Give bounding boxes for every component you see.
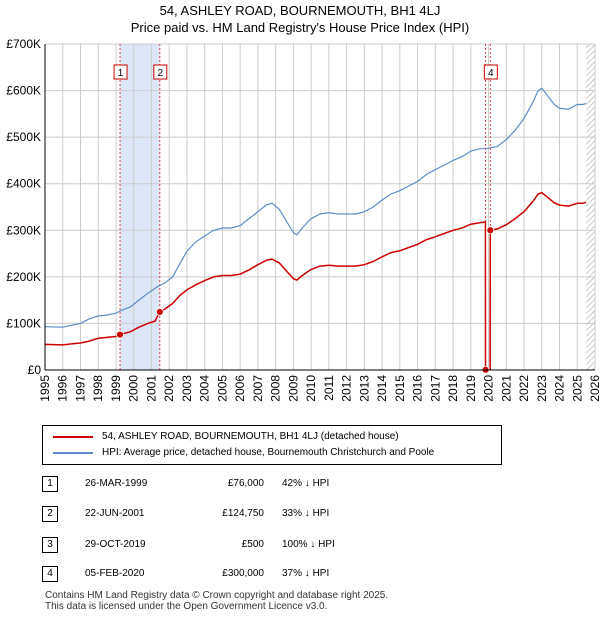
- sale-date: 26-MAR-1999: [85, 478, 148, 489]
- axis-layer: £0 £100K £200K £300K £400K £500K £600K £700K 199…: [6, 37, 600, 402]
- sale-marker-label: 4: [488, 68, 494, 79]
- x-tick-label: 2000: [127, 375, 141, 402]
- x-tick-label: 2003: [180, 375, 194, 402]
- x-tick-label: 2022: [517, 375, 531, 402]
- legend-swatch-hpi: [53, 452, 93, 454]
- x-tick-label: 2009: [286, 375, 300, 402]
- y-tick-label: £0: [28, 363, 42, 377]
- x-tick-label: 2008: [269, 375, 283, 402]
- sale-hpi-delta: 42% ↓ HPI: [282, 478, 330, 489]
- sale-marker-layer: 1 2 4: [113, 64, 498, 80]
- x-tick-label: 2025: [570, 375, 584, 402]
- sale-marker-label: 1: [118, 68, 124, 79]
- x-tick-label: 2024: [553, 375, 567, 402]
- x-tick-label: 2018: [446, 375, 460, 402]
- x-tick-label: 1999: [109, 375, 123, 402]
- footer-line1: Contains HM Land Registry data © Crown c…: [45, 590, 389, 601]
- sale-row: 1 26-MAR-1999 £76,000 42% ↓ HPI: [42, 475, 442, 493]
- legend-label-hpi: HPI: Average price, detached house, Bour…: [102, 447, 435, 458]
- hpi-line: [44, 87, 587, 328]
- x-tick-label: 2019: [464, 375, 478, 402]
- x-tick-label: 2011: [322, 375, 336, 401]
- x-tick-label: 1996: [56, 375, 70, 402]
- grid-layer: [44, 43, 596, 371]
- plot-background-layer: [45, 44, 595, 370]
- sale-hpi-delta: 100% ↓ HPI: [282, 539, 335, 550]
- price-chart: 1 2 4 £0 £100K £200K £300K £400K £500K £600K £700…: [6, 37, 600, 402]
- sale-hpi-delta: 37% ↓ HPI: [282, 568, 330, 579]
- y-tick-label: £200K: [6, 270, 41, 284]
- x-tick-label: 2005: [215, 375, 229, 402]
- footer-attribution: Contains HM Land Registry data © Crown c…: [45, 590, 388, 612]
- x-tick-label: 2001: [144, 375, 158, 402]
- sale-marker-badge: 2: [42, 506, 58, 522]
- sale-marker-box: [153, 64, 168, 80]
- x-tick-label: 1997: [73, 375, 87, 402]
- sale-point: [116, 330, 124, 339]
- chart-title: 54, ASHLEY ROAD, BOURNEMOUTH, BH1 4LJ Pr…: [0, 2, 600, 36]
- x-tick-label: 2015: [393, 375, 407, 402]
- sale-hpi-delta: 33% ↓ HPI: [282, 508, 330, 519]
- x-tick-label: 2010: [304, 375, 318, 402]
- sale-marker-label: 2: [158, 68, 164, 79]
- sale-point: [155, 308, 164, 316]
- sale-row: 4 05-FEB-2020 £300,000 37% ↓ HPI: [42, 565, 442, 583]
- x-tick-label: 2013: [357, 375, 371, 402]
- x-tick-label: 2023: [535, 375, 549, 402]
- x-tick-label: 2026: [588, 375, 600, 402]
- x-tick-label: 2004: [198, 375, 212, 402]
- sale-marker-box: [113, 64, 128, 80]
- sale-marker-badge: 4: [42, 566, 58, 582]
- sale-date: 22-JUN-2001: [85, 508, 145, 519]
- sale-row: 2 22-JUN-2001 £124,750 33% ↓ HPI: [42, 505, 442, 523]
- sale-marker-box: [483, 64, 498, 80]
- shaded-period: [120, 44, 160, 370]
- x-tick-label: 1995: [38, 375, 52, 402]
- x-tick-label: 2020: [482, 375, 496, 402]
- legend: 54, ASHLEY ROAD, BOURNEMOUTH, BH1 4LJ (d…: [42, 425, 502, 465]
- footer-line2: This data is licensed under the Open Gov…: [45, 601, 328, 612]
- series-layer: [44, 87, 587, 371]
- x-tick-label: 2006: [233, 375, 247, 402]
- x-tick-label: 2012: [340, 375, 354, 402]
- y-tick-label: £100K: [6, 316, 41, 330]
- sale-marker-badge: 3: [42, 537, 58, 553]
- x-tick-label: 2002: [162, 375, 176, 402]
- sale-date: 29-OCT-2019: [85, 539, 146, 550]
- sale-point: [486, 226, 495, 235]
- property-line: [44, 191, 587, 371]
- x-tick-label: 1998: [91, 375, 105, 402]
- sale-price: £76,000: [227, 478, 264, 489]
- y-tick-label: £600K: [6, 84, 41, 98]
- y-tick-label: £300K: [6, 223, 41, 237]
- y-tick-label: £500K: [6, 130, 41, 144]
- x-tick-label: 2017: [428, 375, 442, 402]
- sale-date: 05-FEB-2020: [85, 568, 145, 579]
- x-tick-label: 2007: [251, 375, 265, 402]
- sale-price: £300,000: [222, 568, 264, 579]
- sale-price: £500: [241, 539, 264, 550]
- x-tick-label: 2021: [499, 375, 513, 402]
- y-tick-label: £400K: [6, 177, 41, 191]
- chart-title-line1: 54, ASHLEY ROAD, BOURNEMOUTH, BH1 4LJ: [159, 3, 441, 18]
- sale-price: £124,750: [222, 508, 264, 519]
- x-tick-label: 2014: [375, 375, 389, 402]
- x-tick-label: 2016: [411, 375, 425, 402]
- sale-marker-badge: 1: [42, 476, 58, 492]
- legend-label-property: 54, ASHLEY ROAD, BOURNEMOUTH, BH1 4LJ (d…: [102, 431, 399, 442]
- forecast-hatch: [586, 44, 595, 370]
- sale-row: 3 29-OCT-2019 £500 100% ↓ HPI: [42, 536, 442, 554]
- chart-title-line2: Price paid vs. HM Land Registry's House …: [130, 20, 470, 35]
- y-tick-label: £700K: [6, 37, 41, 51]
- legend-swatch-property: [53, 436, 93, 438]
